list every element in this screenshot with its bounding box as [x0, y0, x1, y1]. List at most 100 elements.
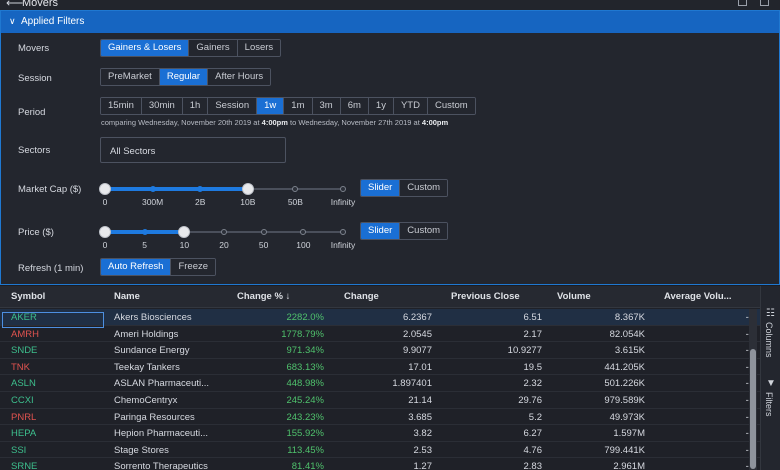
cell-average-volume[interactable]: -- [746, 362, 752, 373]
slider-tick[interactable] [141, 229, 148, 235]
cell-symbol[interactable]: ASLN [11, 378, 36, 390]
column-header-symbol[interactable]: Symbol [11, 291, 46, 302]
slider-max-handle[interactable] [178, 226, 191, 238]
slider-tick[interactable] [292, 186, 299, 192]
filters-panel-tab[interactable]: Filters [764, 392, 774, 417]
cell-name[interactable]: Akers Biosciences [114, 312, 192, 323]
cell-volume[interactable]: 979.589K [604, 395, 645, 406]
cell-symbol[interactable]: HEPA [11, 428, 37, 440]
market-cap-mode-slider[interactable]: Slider [361, 180, 400, 196]
cell-change[interactable]: 1.27 [413, 461, 433, 470]
cell-change-pct[interactable]: 155.92% [286, 428, 324, 440]
cell-change-pct[interactable]: 683.13% [286, 361, 324, 373]
cell-name[interactable]: Sorrento Therapeutics [114, 461, 208, 470]
back-arrow-icon[interactable]: ⟵ [6, 0, 24, 10]
slider-tick[interactable] [340, 229, 346, 235]
cell-volume[interactable]: 501.226K [604, 378, 645, 390]
period-option-1y[interactable]: 1y [367, 98, 393, 114]
column-header-average-volume[interactable]: Average Volu... [664, 291, 732, 302]
period-option-3m[interactable]: 3m [311, 98, 340, 114]
table-row[interactable]: AKER Akers Biosciences 2282.0% 6.2367 6.51 8.… [0, 309, 760, 328]
cell-average-volume[interactable]: -- [746, 378, 752, 389]
session-option-after-hours[interactable]: After Hours [207, 69, 271, 85]
table-row[interactable]: PNRL Paringa Resources 243.23% 3.685 5.2 49.9… [0, 409, 760, 426]
column-header-change[interactable]: Change [344, 291, 379, 302]
filter-icon[interactable]: ▼ [766, 378, 776, 389]
table-row[interactable]: SNDE Sundance Energy 971.34% 9.9077 10.9277 3… [0, 342, 760, 359]
filters-header[interactable]: ∨ Applied Filters [1, 11, 779, 33]
cell-average-volume[interactable]: -- [746, 461, 752, 470]
table-row[interactable]: ASLN ASLAN Pharmaceuti... 448.98% 1.897401 2… [0, 375, 760, 392]
column-header-change-pct[interactable]: Change % ↓ [237, 291, 291, 302]
cell-change[interactable]: 21.14 [408, 395, 432, 406]
table-row[interactable]: AMRH Ameri Holdings 1778.79% 2.0545 2.17 82.0… [0, 326, 760, 343]
cell-change[interactable]: 2.53 [413, 444, 433, 456]
cell-symbol[interactable]: CCXI [11, 395, 34, 406]
table-row[interactable]: SRNE Sorrento Therapeutics 81.41% 1.27 2.83 2… [0, 458, 760, 470]
cell-average-volume[interactable]: -- [746, 428, 752, 439]
price-mode-custom[interactable]: Custom [399, 223, 448, 239]
close-icon[interactable] [760, 0, 769, 6]
cell-symbol[interactable]: TNK [11, 361, 30, 373]
cell-average-volume[interactable]: -- [746, 395, 752, 406]
cell-change-pct[interactable]: 1778.79% [281, 328, 324, 340]
cell-name[interactable]: Sundance Energy [114, 345, 190, 357]
cell-volume[interactable]: 3.615K [614, 345, 645, 357]
cell-previous-close[interactable]: 2.32 [523, 378, 543, 390]
cell-change-pct[interactable]: 81.41% [291, 461, 324, 470]
slider-min-handle[interactable] [99, 183, 111, 195]
cell-average-volume[interactable]: -- [746, 445, 752, 456]
cell-symbol[interactable]: SSI [11, 444, 27, 456]
market-cap-slider[interactable]: 0 300M 2B 10B 50B Infinity [99, 182, 355, 222]
cell-change-pct[interactable]: 245.24% [286, 395, 324, 406]
cell-volume[interactable]: 799.441K [604, 444, 645, 456]
cell-symbol[interactable]: SRNE [11, 461, 38, 470]
slider-max-handle[interactable] [241, 183, 254, 195]
sectors-dropdown[interactable]: All Sectors [100, 137, 286, 163]
cell-volume[interactable]: 8.367K [614, 312, 645, 323]
table-row[interactable]: SSI Stage Stores 113.45% 2.53 4.76 799.441K -- [0, 442, 760, 459]
cell-change[interactable]: 9.9077 [402, 345, 432, 357]
market-cap-mode-custom[interactable]: Custom [399, 180, 448, 196]
period-option-30min[interactable]: 30min [140, 98, 182, 114]
session-option-regular[interactable]: Regular [158, 69, 208, 85]
slider-tick[interactable] [300, 229, 307, 235]
cell-name[interactable]: Stage Stores [114, 444, 169, 456]
cell-average-volume[interactable]: -- [746, 412, 752, 423]
slider-tick[interactable] [260, 229, 267, 235]
cell-previous-close[interactable]: 6.51 [523, 312, 543, 323]
cell-change[interactable]: 17.01 [408, 361, 432, 373]
cell-symbol[interactable]: SNDE [11, 345, 38, 357]
table-row[interactable]: CCXI ChemoCentryx 245.24% 21.14 29.76 979.589… [0, 392, 760, 409]
cell-previous-close[interactable]: 29.76 [518, 395, 542, 406]
cell-name[interactable]: Hepion Pharmaceuti... [114, 428, 208, 440]
cell-name[interactable]: Teekay Tankers [114, 361, 180, 373]
period-option-1m[interactable]: 1m [283, 98, 312, 114]
cell-change[interactable]: 2.0545 [402, 328, 432, 340]
cell-change[interactable]: 6.2367 [402, 312, 432, 323]
cell-volume[interactable]: 1.597M [613, 428, 645, 440]
column-header-volume[interactable]: Volume [557, 291, 591, 302]
cell-change-pct[interactable]: 113.45% [287, 444, 324, 456]
popout-icon[interactable] [738, 0, 747, 6]
column-header-previous-close[interactable]: Previous Close [451, 291, 520, 302]
period-option-15min[interactable]: 15min [101, 98, 141, 114]
period-option-6m[interactable]: 6m [339, 98, 368, 114]
period-option-1w[interactable]: 1w [256, 98, 284, 114]
movers-option-losers[interactable]: Losers [236, 40, 281, 56]
cell-previous-close[interactable]: 6.27 [523, 428, 543, 440]
cell-change[interactable]: 3.685 [408, 411, 432, 423]
cell-volume[interactable]: 82.054K [609, 328, 645, 340]
period-option-1h[interactable]: 1h [181, 98, 208, 114]
period-option-custom[interactable]: Custom [426, 98, 475, 114]
cell-name[interactable]: Paringa Resources [114, 411, 195, 423]
cell-change[interactable]: 3.82 [413, 428, 433, 440]
price-slider[interactable]: 0 5 10 20 50 100 Infinity [99, 225, 355, 265]
table-row[interactable]: TNK Teekay Tankers 683.13% 17.01 19.5 441.205… [0, 359, 760, 376]
columns-panel-tab[interactable]: Columns [764, 322, 774, 358]
cell-change-pct[interactable]: 2282.0% [286, 312, 324, 323]
cell-symbol[interactable]: PNRL [11, 411, 37, 423]
cell-previous-close[interactable]: 2.17 [523, 328, 543, 340]
cell-previous-close[interactable]: 5.2 [528, 411, 542, 423]
grid-scrollbar[interactable] [749, 309, 757, 470]
